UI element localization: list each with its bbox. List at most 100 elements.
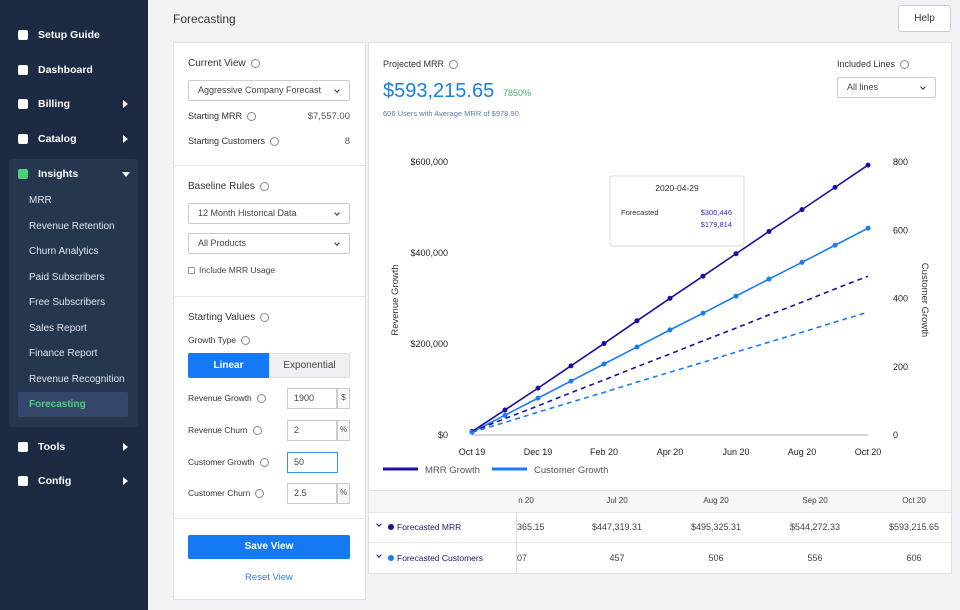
point xyxy=(865,162,871,168)
save-label: Save View xyxy=(244,541,294,552)
row-divider xyxy=(369,512,951,513)
point xyxy=(832,242,838,248)
info-icon xyxy=(449,60,459,70)
point xyxy=(766,276,772,282)
checkbox-label: Include MRR Usage xyxy=(199,265,276,275)
submenu-item[interactable]: Forecasting xyxy=(29,399,86,410)
point xyxy=(865,225,871,231)
column-divider xyxy=(516,512,517,573)
point xyxy=(733,251,739,257)
history-select-text: 12 Month Historical Data xyxy=(198,208,297,218)
dashed-line xyxy=(471,275,869,433)
x-tick-label: Aug 20 xyxy=(788,447,817,457)
input[interactable] xyxy=(287,420,337,441)
nav-icon xyxy=(18,476,28,486)
nav-icon xyxy=(18,134,28,144)
y2-tick-label: 600 xyxy=(893,225,908,235)
summary-change: 7850% xyxy=(503,88,532,98)
nav-icon xyxy=(18,99,28,109)
point xyxy=(700,273,706,279)
nav-icon xyxy=(18,169,28,179)
input-value: 2 xyxy=(294,425,300,435)
nav-item[interactable]: Billing xyxy=(38,98,71,110)
nav-item[interactable]: Catalog xyxy=(38,133,77,145)
submenu-item[interactable]: Paid Subscribers xyxy=(29,271,105,283)
y-tick-label: $0 xyxy=(438,430,448,440)
submenu-item[interactable]: Churn Analytics xyxy=(29,246,99,257)
input[interactable] xyxy=(287,388,337,409)
submenu-item[interactable]: Free Subscribers xyxy=(29,297,106,308)
product-select[interactable] xyxy=(188,233,350,254)
unit-box xyxy=(337,388,350,409)
nav-item[interactable]: Dashboard xyxy=(38,64,93,76)
info-icon xyxy=(250,58,260,68)
section-title: Current View xyxy=(188,58,260,69)
row-label: Forecasted Customers xyxy=(397,553,483,563)
unit: % xyxy=(339,488,348,497)
reset-link[interactable]: Reset View xyxy=(245,572,293,583)
point xyxy=(733,293,739,299)
point xyxy=(634,318,640,324)
nav-item[interactable]: Insights xyxy=(38,168,79,180)
submenu-item[interactable]: Sales Report xyxy=(29,322,87,334)
info-icon xyxy=(241,336,251,346)
nav-item[interactable]: Tools xyxy=(38,441,66,453)
history-select[interactable] xyxy=(188,203,350,224)
view-select-text: Aggressive Company Forecast xyxy=(198,85,322,95)
x-tick-label: Oct 19 xyxy=(459,447,486,457)
nav-item[interactable]: Setup Guide xyxy=(38,29,100,41)
y2-tick-label: 0 xyxy=(893,430,898,440)
input-value: 50 xyxy=(294,457,305,467)
submenu-item[interactable]: MRR xyxy=(29,195,52,206)
nav-arrow xyxy=(123,135,128,143)
nav-icon xyxy=(18,30,28,40)
y-tick-label: $400,000 xyxy=(410,248,448,258)
table-cell: $593,215.65 xyxy=(888,522,940,532)
y-axis-label: Revenue Growth xyxy=(390,264,401,335)
input[interactable] xyxy=(287,483,337,504)
nav-item[interactable]: Config xyxy=(38,475,72,487)
row-label: Forecasted MRR xyxy=(397,522,462,532)
x-tick-label: Apr 20 xyxy=(657,447,684,457)
submenu-item[interactable]: Revenue Recognition xyxy=(29,373,125,385)
nav-arrow xyxy=(123,100,128,108)
tooltip xyxy=(609,175,745,247)
y2-tick-label: 400 xyxy=(893,294,908,304)
tab[interactable] xyxy=(269,353,350,378)
field-label: Customer Growth xyxy=(188,457,269,468)
help-button[interactable]: Help xyxy=(898,5,951,32)
summary-label: Projected MRR xyxy=(383,59,459,70)
info-icon xyxy=(259,181,269,191)
lines-select[interactable] xyxy=(837,77,936,98)
y2-axis-label: Customer Growth xyxy=(919,263,930,337)
submenu-item[interactable]: Revenue Retention xyxy=(29,220,115,232)
info-icon xyxy=(255,489,265,499)
tooltip-value: $300,446 xyxy=(701,208,732,217)
table-cell: 556 xyxy=(807,553,823,563)
table-header xyxy=(369,490,951,512)
submenu-item[interactable]: Finance Report xyxy=(29,348,98,359)
table-cell: 606 xyxy=(906,553,922,563)
point xyxy=(766,228,772,234)
point xyxy=(799,259,805,265)
summary-note: 606 Users with Average MRR of $978.90 xyxy=(383,109,519,118)
point xyxy=(700,310,706,316)
info-icon xyxy=(247,112,257,122)
view-select[interactable] xyxy=(188,80,350,101)
checkbox[interactable] xyxy=(188,267,195,274)
unit-box xyxy=(337,483,350,504)
tab-active[interactable] xyxy=(188,353,269,378)
table-cell: $447,319.31 xyxy=(591,522,643,532)
nav-icon xyxy=(18,65,28,75)
input-value: 1900 xyxy=(294,393,315,403)
unit-box xyxy=(337,420,350,441)
x-tick-label: Oct 20 xyxy=(855,447,882,457)
save-button[interactable] xyxy=(188,535,350,559)
point xyxy=(799,207,805,213)
input[interactable] xyxy=(287,452,338,473)
tooltip-label: Forecasted xyxy=(621,208,659,217)
info-icon xyxy=(252,426,262,436)
point xyxy=(667,327,673,333)
unit: % xyxy=(339,425,348,434)
